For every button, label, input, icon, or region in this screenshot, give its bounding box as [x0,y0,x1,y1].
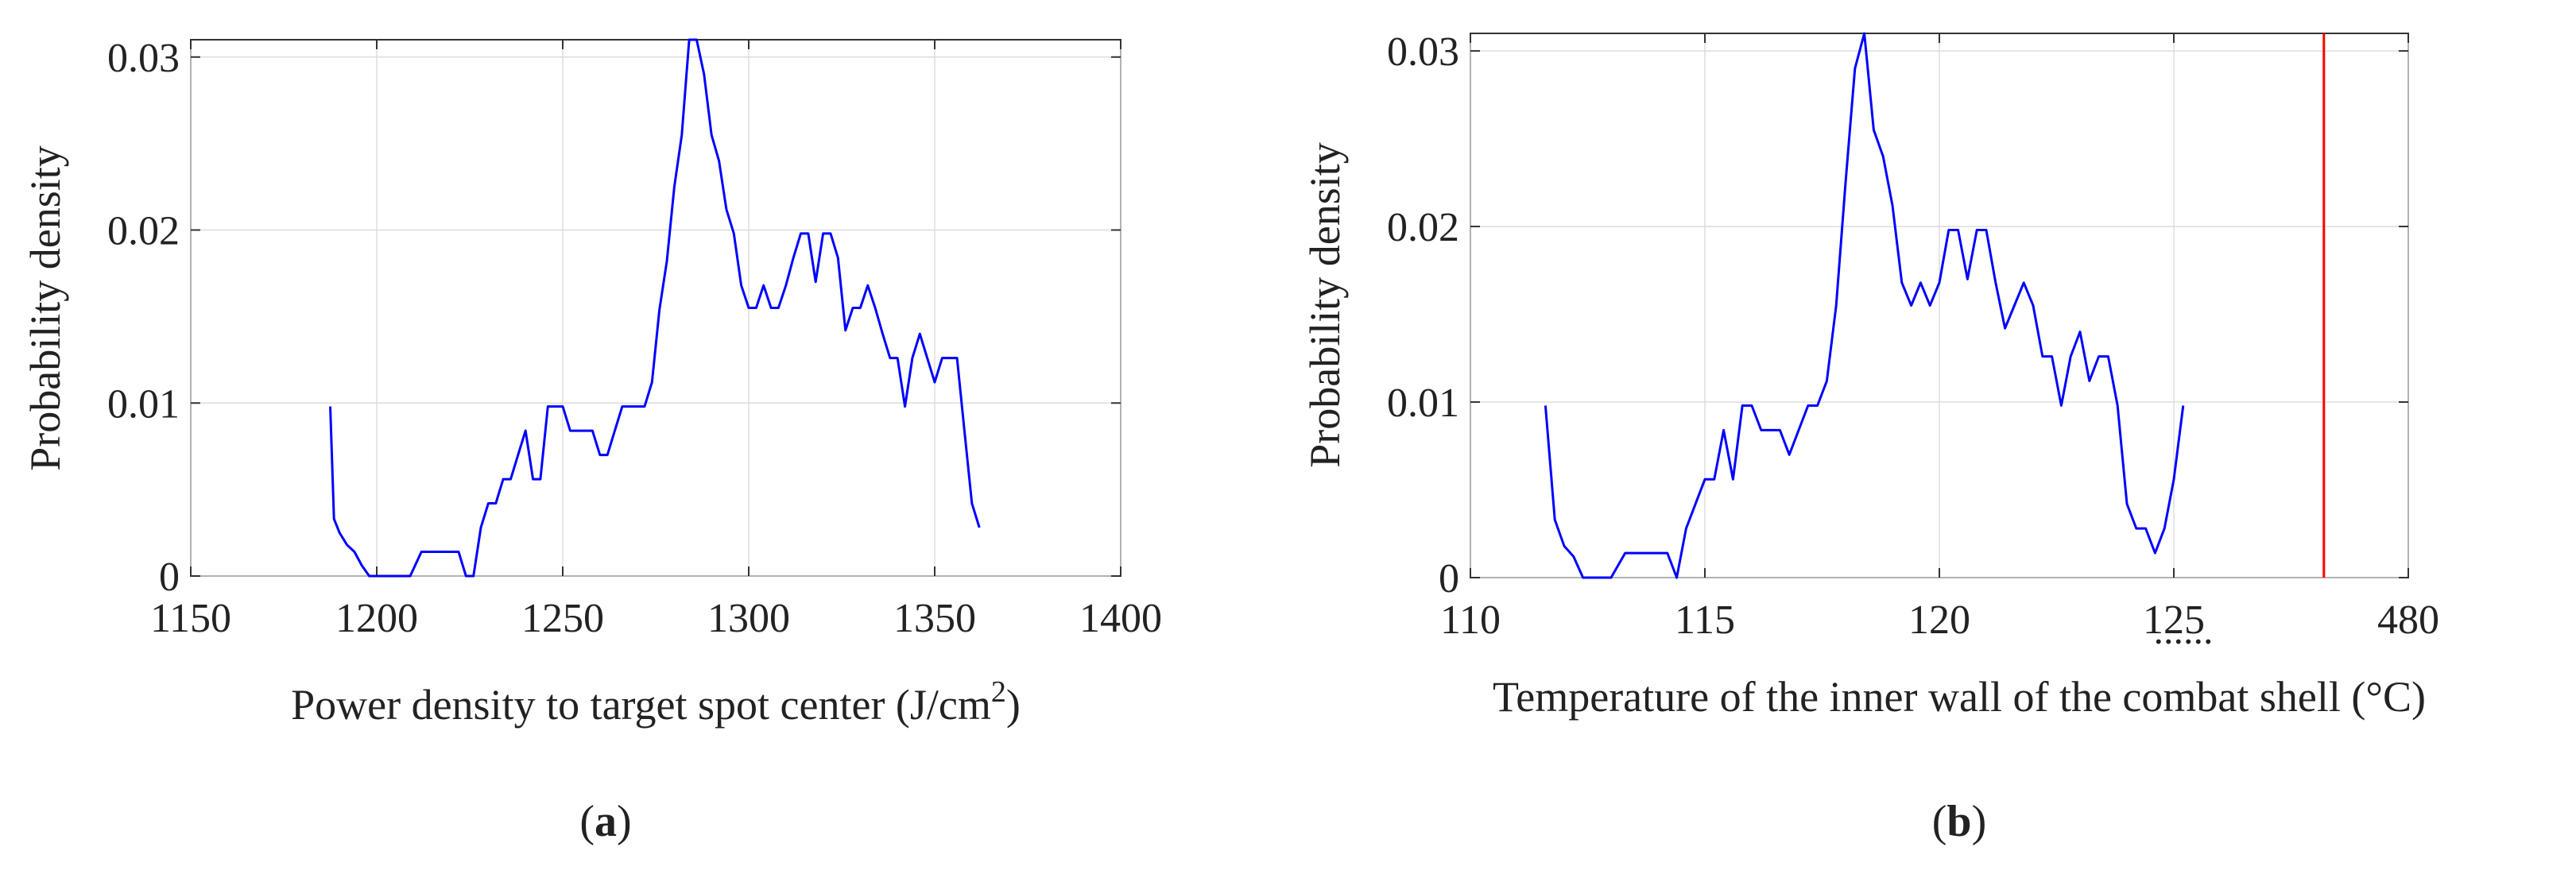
b-ytick-label-1: 0.01 [1387,381,1459,426]
a-ytick-label-3: 0.03 [107,36,180,81]
b-xtick-label-2: 120 [1908,597,1970,643]
panel-a-series [329,38,981,578]
panel-a-label: (a) [579,797,631,846]
panel-a: 1150 1200 1250 1300 1350 1400 0 0.01 0.02 0.03 Pr… [21,36,1162,846]
b-xtick-label-3: 125 [2143,597,2205,643]
panel-a-ticks: 1150 1200 1250 1300 1350 1400 0 0.01 0.02 0.03 [107,36,1162,641]
panel-a-grid [190,40,1121,577]
panel-a-xlabel: Power density to target spot center (J/c… [291,675,1021,729]
panel-b: 110 115 120 125 480 0 0.01 0.02 0.03 ...... Prob… [1301,29,2439,846]
b-ytick-label-0: 0 [1439,556,1459,601]
panel-a-ylabel: Probability density [21,145,69,470]
b-ytick-label-2: 0.02 [1387,205,1459,250]
panel-b-axis-break: ...... [2154,608,2214,652]
a-xtick-label-4: 1350 [893,596,976,641]
b-xtick-label-1: 115 [1675,597,1735,643]
a-xtick-label-3: 1300 [707,596,790,641]
b-series-line-0 [1544,32,2185,579]
panel-b-ticks: 110 115 120 125 480 0 0.01 0.02 0.03 [1387,29,2439,643]
a-xtick-label-0: 1150 [150,596,231,641]
a-xtick-label-5: 1400 [1079,596,1162,641]
a-ytick-label-2: 0.02 [107,209,180,254]
panel-b-label: (b) [1932,797,1986,846]
b-ytick-label-3: 0.03 [1387,29,1459,75]
b-xtick-label-0: 110 [1440,597,1501,643]
b-xtick-label-4: 480 [2377,597,2439,643]
panel-a-plot-area [190,39,1121,577]
panel-b-series [1544,32,2326,579]
a-xtick-label-1: 1200 [335,596,418,641]
a-ytick-label-0: 0 [159,555,180,600]
panel-b-grid [1470,33,2409,578]
panel-b-xlabel: Temperature of the inner wall of the com… [1493,673,2426,721]
a-ytick-label-1: 0.01 [107,381,180,427]
a-xtick-label-2: 1250 [521,596,604,641]
panel-b-ylabel: Probability density [1301,142,1349,467]
a-series-line-0 [329,38,981,578]
